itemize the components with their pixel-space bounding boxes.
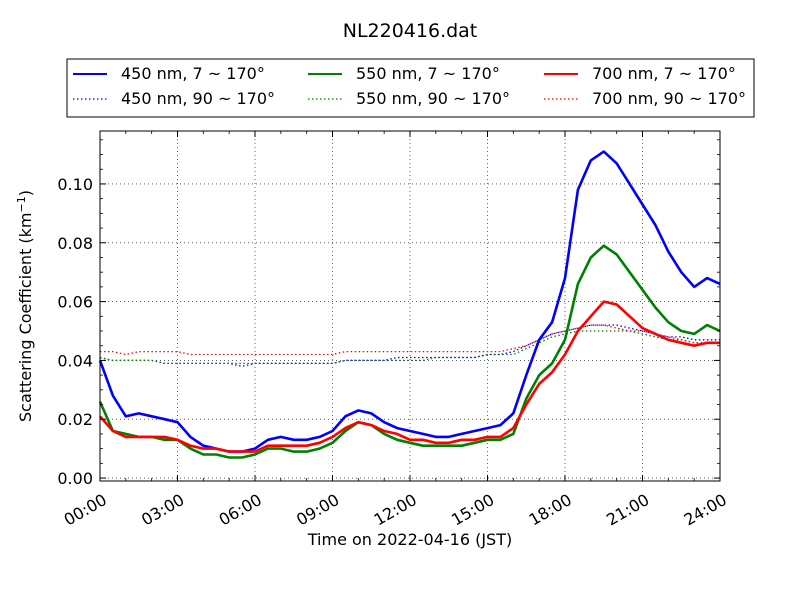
x-tick-label: 21:00 — [603, 490, 652, 530]
series-line-4 — [99, 300, 720, 453]
legend-label-3: 550 nm, 90 ~ 170° — [356, 89, 510, 108]
y-tick-label: 0.04 — [57, 351, 93, 370]
legend-label-0: 450 nm, 7 ~ 170° — [121, 64, 265, 83]
x-tick-label: 24:00 — [681, 490, 730, 530]
chart-title: NL220416.dat — [343, 20, 478, 42]
series-line-0 — [98, 150, 721, 453]
y-tick-label: 0.00 — [57, 469, 93, 488]
y-tick-label: 0.02 — [57, 410, 93, 429]
x-tick-label: 06:00 — [216, 490, 265, 530]
y-axis-label: Scattering Coefficient (km−1) — [15, 190, 35, 422]
y-axis-label-end: ) — [16, 190, 35, 196]
x-axis-label: Time on 2022-04-16 (JST) — [307, 530, 512, 549]
y-axis-label-main: Scattering Coefficient (km — [16, 212, 35, 422]
y-tick-label: 0.06 — [57, 293, 93, 312]
legend: 450 nm, 7 ~ 170° 450 nm, 90 ~ 170° 550 nm,… — [66, 58, 755, 118]
y-tick-label: 0.08 — [57, 234, 93, 253]
series-line-1 — [99, 324, 720, 367]
legend-label-2: 550 nm, 7 ~ 170° — [356, 64, 500, 83]
legend-label-4: 700 nm, 7 ~ 170° — [592, 64, 736, 83]
series-layer — [98, 150, 721, 459]
y-tick-label: 0.10 — [57, 175, 93, 194]
x-tick-label: 18:00 — [526, 490, 575, 530]
series-line-2 — [98, 244, 721, 459]
legend-label-1: 450 nm, 90 ~ 170° — [121, 89, 275, 108]
plot-area: 00:00 03:00 06:00 09:00 12:00 15:00 18:00 21:00… — [57, 130, 730, 530]
legend-frame — [66, 58, 755, 118]
ticks: 00:00 03:00 06:00 09:00 12:00 15:00 18:00 21:00… — [57, 131, 730, 530]
series-line-5 — [100, 324, 720, 356]
legend-label-5: 700 nm, 90 ~ 170° — [592, 89, 746, 108]
x-tick-label: 15:00 — [448, 490, 497, 530]
x-tick-label: 00:00 — [61, 490, 110, 530]
y-axis-label-superscript: −1 — [15, 196, 28, 212]
x-tick-label: 12:00 — [371, 490, 420, 530]
x-tick-label: 03:00 — [138, 490, 187, 530]
x-tick-label: 09:00 — [293, 490, 342, 530]
